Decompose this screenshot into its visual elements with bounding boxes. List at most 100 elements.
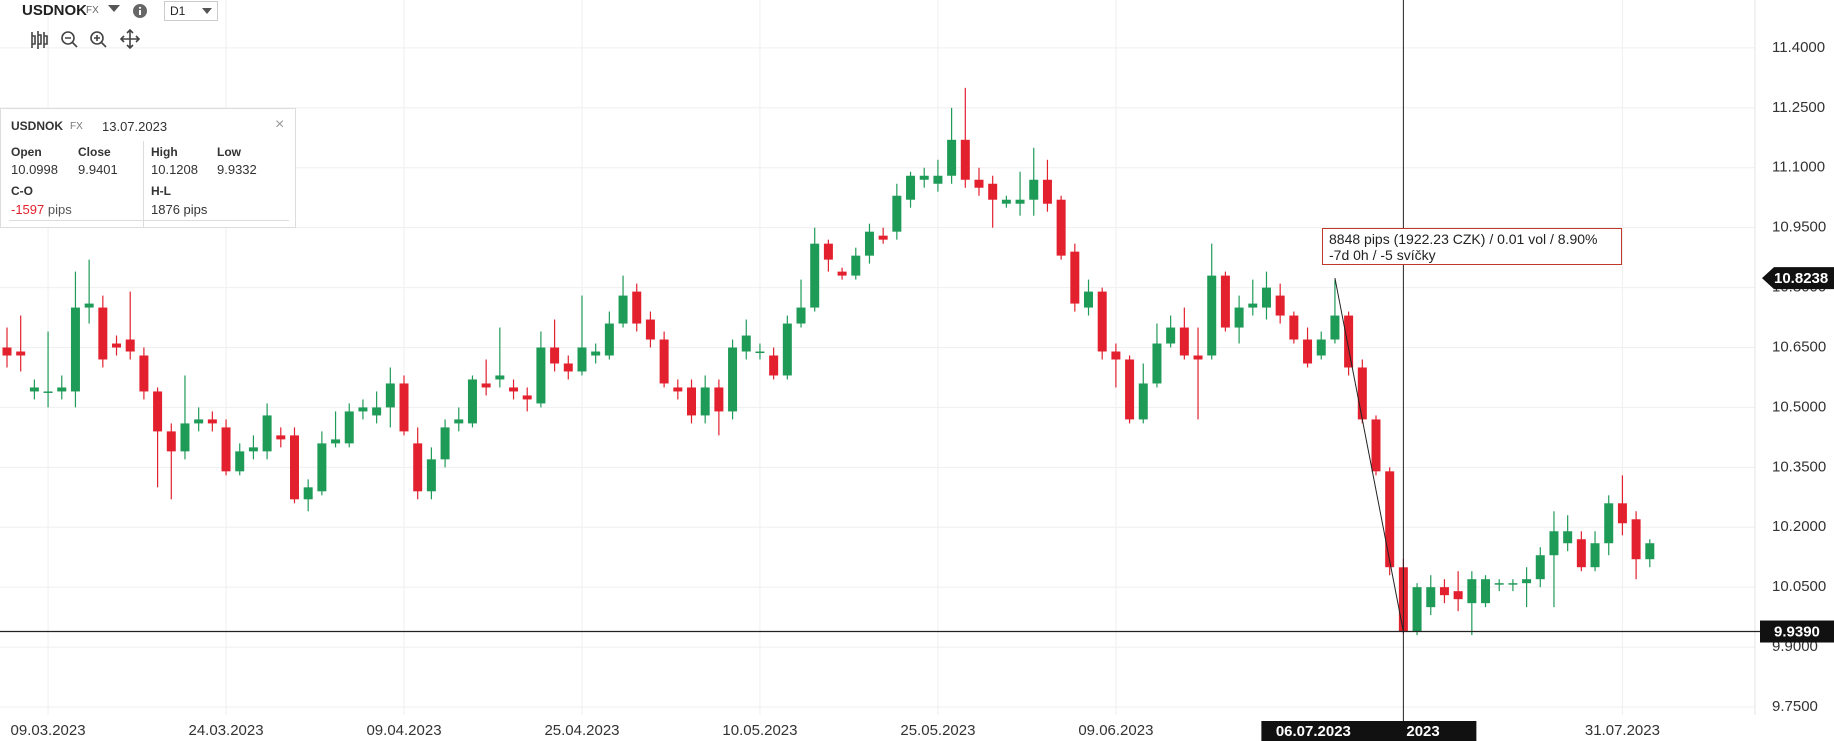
candle-body <box>851 255 861 276</box>
x-tick-label: 24.03.2023 <box>189 722 264 739</box>
candle-body <box>837 271 847 276</box>
candle-body <box>358 407 368 412</box>
candle-body <box>659 339 669 384</box>
candle-body <box>632 291 642 324</box>
field-label: Open <box>11 145 42 159</box>
field-value: -1597 pips <box>11 202 72 217</box>
candle-body <box>1631 519 1641 560</box>
candle-body <box>495 375 505 380</box>
measure-line: -7d 0h / -5 svíčky <box>1329 247 1436 263</box>
x-tick-label: 25.04.2023 <box>544 722 619 739</box>
candle-body <box>864 231 874 256</box>
candle-body <box>1604 503 1614 544</box>
candle-body <box>645 319 655 340</box>
market: FX <box>86 5 99 16</box>
field-label: High <box>151 145 178 159</box>
candle-body <box>276 435 286 440</box>
timeframe-select[interactable]: D1 <box>164 1 218 21</box>
candle-body <box>1179 327 1189 356</box>
candle-body <box>413 443 423 492</box>
candle-body <box>1207 275 1217 356</box>
field-label: C-O <box>11 184 33 198</box>
candle-body <box>1152 343 1162 384</box>
symbol-dropdown[interactable] <box>107 4 121 14</box>
candle-body <box>166 431 176 452</box>
x-tick-label: 09.03.2023 <box>11 722 86 739</box>
candle-body <box>1563 531 1573 544</box>
price-label-box <box>1760 620 1834 643</box>
candle-body <box>1220 275 1230 328</box>
candle-body <box>974 179 984 188</box>
candle-body <box>700 387 710 416</box>
y-tick-label: 11.4000 <box>1772 39 1825 56</box>
y-tick-label: 10.5000 <box>1772 398 1826 415</box>
cursor-label: 06.07.2023 <box>1276 723 1351 740</box>
candle-body <box>1385 471 1395 568</box>
candle-body <box>1289 315 1299 340</box>
candle-body <box>947 139 957 176</box>
candle-body <box>194 419 204 424</box>
candle-body <box>522 395 532 400</box>
candle-body <box>426 459 436 492</box>
candle-body <box>1508 583 1518 585</box>
candle-body <box>906 175 916 200</box>
cursor-label: 2023 <box>1406 723 1439 740</box>
candle-body <box>687 387 696 416</box>
y-tick-label: 10.9500 <box>1772 219 1826 236</box>
x-tick-label: 10.05.2023 <box>722 722 797 739</box>
candle-body <box>714 387 724 412</box>
field-label: Low <box>217 145 241 159</box>
ohlc-tooltip: USDNOK FX 13.07.2023 × Open 10.0998 Clos… <box>0 108 296 228</box>
candle-body <box>1084 291 1094 308</box>
price-label-box <box>1762 267 1834 290</box>
timeframe: D1 <box>170 4 186 18</box>
candle-body <box>1001 199 1011 204</box>
symbol[interactable]: USDNOK <box>22 2 88 19</box>
candle-body <box>1549 531 1559 556</box>
divider <box>9 220 289 221</box>
candle-body <box>125 339 135 352</box>
tip-close[interactable]: × <box>275 116 285 133</box>
candle-body <box>618 295 628 324</box>
divider <box>143 141 144 227</box>
candle-body <box>878 235 888 240</box>
field-label: H-L <box>151 184 171 198</box>
candle-body <box>1248 303 1258 308</box>
candle-body <box>892 195 902 232</box>
candle-body <box>509 387 519 392</box>
candle-body <box>536 347 546 404</box>
candle-body <box>1371 419 1381 472</box>
y-tick-label: 10.2000 <box>1772 518 1826 535</box>
candle-body <box>988 183 998 200</box>
field-value: 10.1208 <box>151 162 198 177</box>
tool-icons[interactable] <box>28 28 158 52</box>
candle-body <box>399 383 409 432</box>
candle-body <box>823 243 833 260</box>
y-tick-label: 11.2500 <box>1772 99 1825 116</box>
candle-body <box>1481 579 1491 604</box>
candle-body <box>317 443 327 492</box>
measure-line: 8848 pips (1922.23 CZK) / 0.01 vol / 8.9… <box>1329 231 1598 247</box>
candle-body <box>440 427 450 460</box>
info-icon[interactable] <box>132 3 148 19</box>
candle-body <box>289 435 299 500</box>
price-label: 10.8238 <box>1774 270 1828 287</box>
measure-line <box>1334 277 1404 632</box>
candle-body <box>331 439 341 444</box>
candle-body <box>262 415 272 452</box>
candle-body <box>1316 339 1326 356</box>
candle-body <box>1357 367 1367 420</box>
candle-body <box>1535 555 1545 580</box>
candle-body <box>604 323 614 356</box>
candle-body <box>2 347 12 356</box>
candle-body <box>1042 179 1052 204</box>
candle-body <box>1275 295 1285 316</box>
candle-body <box>728 347 738 412</box>
candle-body <box>769 355 779 376</box>
candle-body <box>57 387 67 392</box>
candle-body <box>1590 543 1600 568</box>
x-tick-label: 09.04.2023 <box>366 722 441 739</box>
y-tick-label: 10.3500 <box>1772 458 1826 475</box>
